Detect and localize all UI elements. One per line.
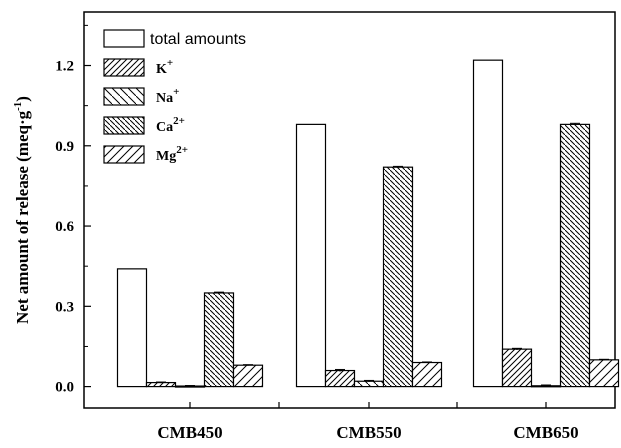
y-axis-label: Net amount of release (meq·g-1): [12, 96, 32, 324]
legend: total amounts K+ Na+ Ca2+ Mg2+: [103, 29, 246, 164]
plot-frame: [83, 11, 616, 409]
x-tick-label: CMB450: [157, 423, 222, 442]
bar: [588, 359, 620, 388]
legend-label: Ca2+: [156, 115, 185, 135]
legend-label: Na+: [156, 86, 179, 106]
bar: [472, 59, 504, 388]
y-tick-label: 0.0: [55, 380, 74, 396]
y-tick-label: 0.6: [55, 219, 74, 235]
legend-swatch: [103, 87, 145, 106]
bars-group: [116, 59, 620, 388]
bar: [203, 292, 235, 388]
bar: [324, 369, 356, 388]
legend-swatch: [103, 145, 145, 164]
legend-label: K+: [156, 57, 173, 77]
legend-swatch: [103, 116, 145, 135]
x-tick-label: CMB550: [336, 423, 401, 442]
bar: [145, 381, 177, 388]
x-axis: CMB450 CMB550 CMB650: [157, 402, 579, 442]
bar: [501, 348, 533, 388]
x-tick-label: CMB650: [513, 423, 578, 442]
bar: [116, 268, 148, 388]
legend-swatch: [103, 58, 145, 77]
y-axis: 0.0 0.3 0.6 0.9 1.2: [55, 24, 91, 396]
legend-swatch: [103, 29, 145, 48]
bar: [559, 123, 591, 388]
legend-label: Mg2+: [156, 144, 188, 164]
y-tick-label: 0.9: [55, 139, 74, 155]
y-tick-label: 1.2: [55, 59, 74, 75]
bar: [411, 361, 443, 388]
bar: [295, 123, 327, 388]
bar: [382, 166, 414, 388]
bar: [232, 364, 264, 388]
y-tick-label: 0.3: [55, 299, 74, 315]
legend-label: total amounts: [150, 31, 246, 48]
